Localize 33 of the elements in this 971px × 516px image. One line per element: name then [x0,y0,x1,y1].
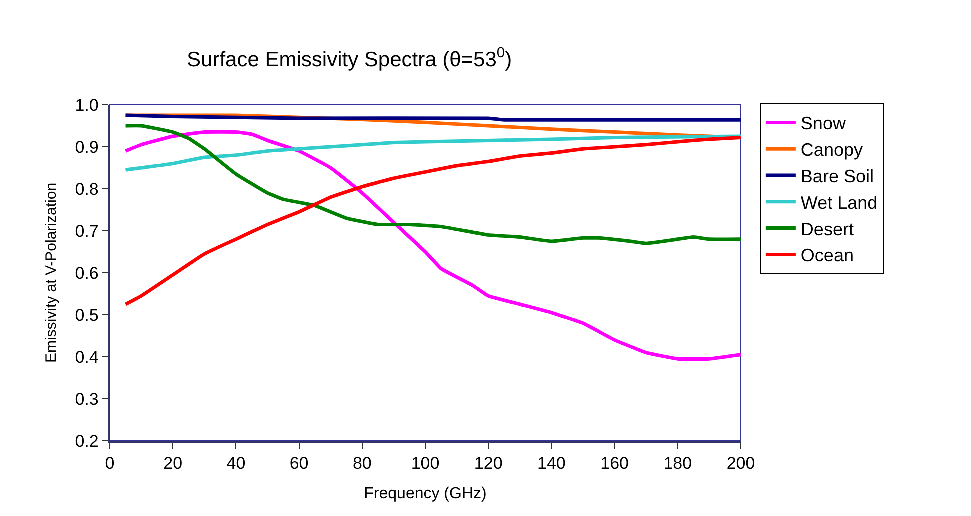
line-series [124,134,741,172]
y-tick-label: 0.8 [75,180,99,199]
y-axis-title: Emissivity at V-Polarization [42,182,60,364]
legend-label: Bare Soil [800,166,874,187]
y-tick-label: 0.2 [75,432,99,451]
x-tick-label: 20 [164,454,183,474]
y-tick-label: 0.9 [75,138,99,157]
x-axis-title: Frequency (GHz) [364,485,487,502]
x-tick-label: 200 [726,454,756,474]
line-series [124,130,741,362]
legend-label: Canopy [800,140,863,160]
legend-label: Snow [800,114,847,134]
y-tick-label: 0.3 [75,390,99,409]
y-tick-label: 0.5 [75,306,99,325]
x-tick-label: 80 [352,454,372,474]
x-tick-label: 0 [105,454,115,474]
x-tick-label: 120 [474,454,503,474]
legend-label: Wet Land [800,192,878,213]
y-tick-label: 1.0 [75,96,99,115]
line-series [124,124,741,246]
chart-title: Surface Emissivity Spectra (θ=53$^{0}$) [187,45,512,72]
x-tick-label: 40 [226,454,246,474]
y-tick-label: 0.7 [75,222,99,241]
x-tick-label: 60 [290,454,309,474]
legend-label: Ocean [800,246,854,266]
legend-label: Desert [800,219,854,240]
x-tick-label: 160 [600,454,629,474]
x-tick-label: 140 [538,454,566,474]
y-tick-label: 0.6 [75,264,99,283]
x-tick-label: 100 [411,454,440,474]
y-tick-label: 0.4 [75,348,99,367]
line-series [124,136,741,306]
x-tick-label: 180 [664,454,692,474]
